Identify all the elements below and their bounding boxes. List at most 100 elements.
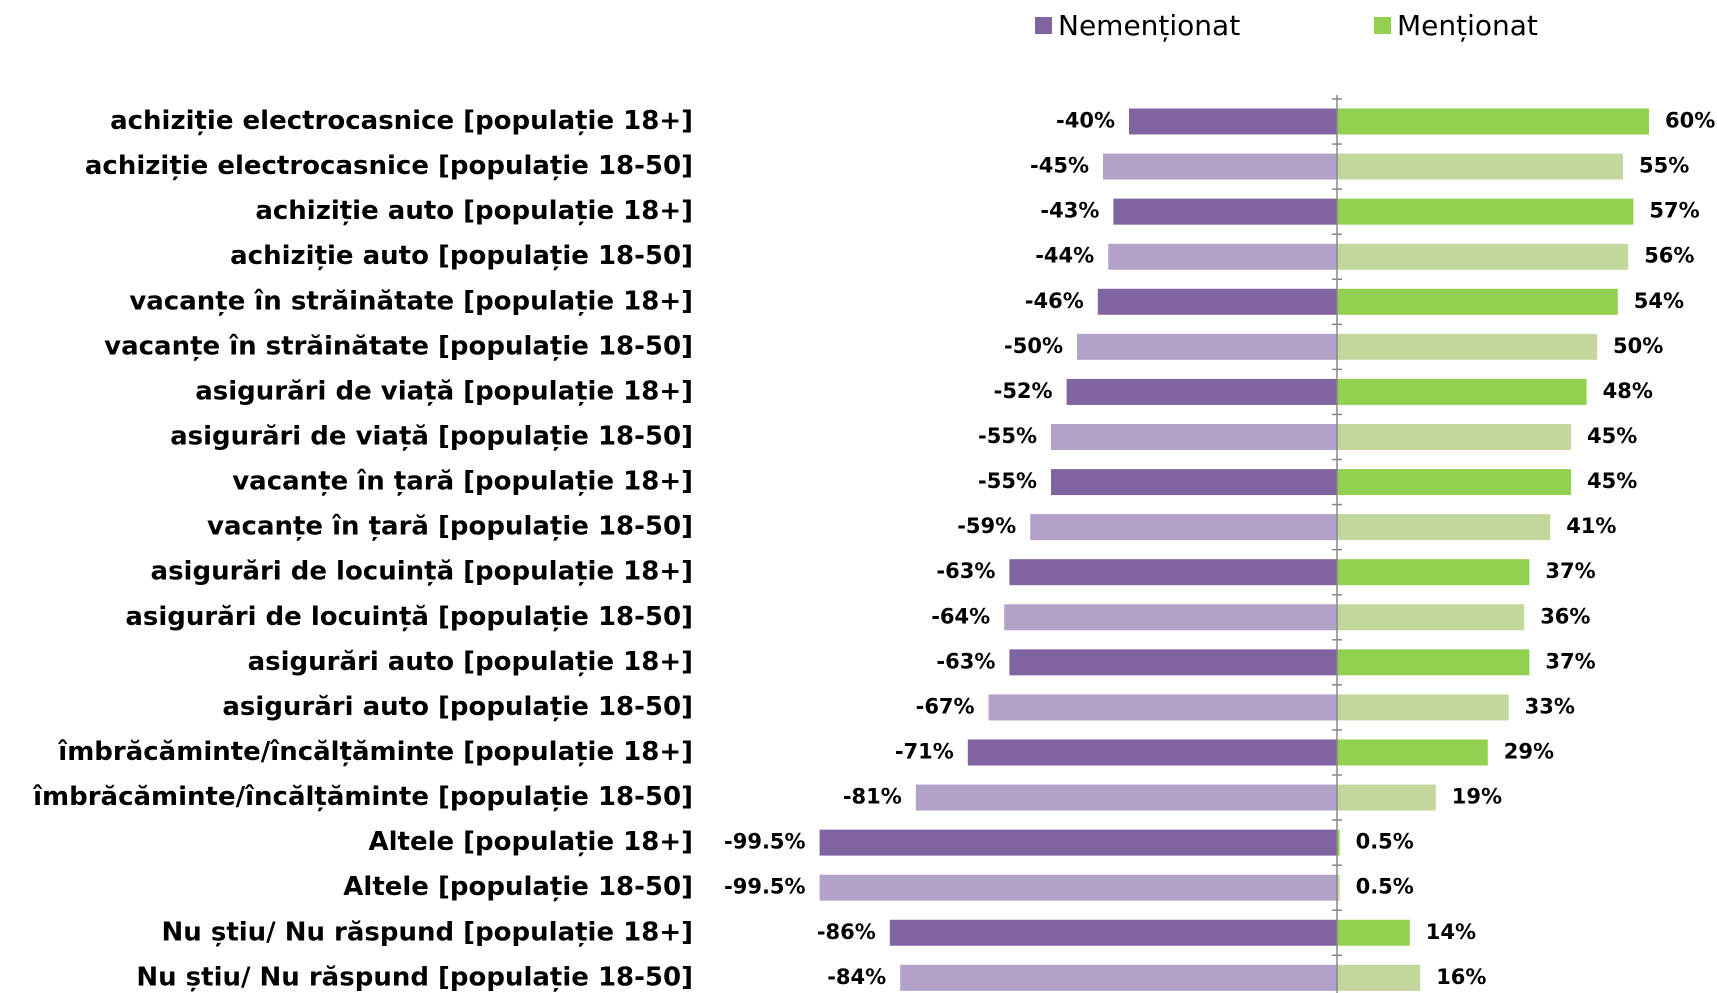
value-label: 29% bbox=[1504, 739, 1554, 763]
bar bbox=[1337, 919, 1410, 946]
value-label: -71% bbox=[895, 739, 954, 763]
category-label: vacanțe în țară [populație 18-50] bbox=[207, 512, 693, 542]
bar bbox=[1337, 649, 1530, 676]
bar bbox=[1337, 874, 1340, 901]
bar bbox=[1337, 423, 1571, 450]
category-label: Nu știu/ Nu răspund [populație 18+] bbox=[162, 917, 693, 947]
value-label: 0.5% bbox=[1356, 830, 1414, 854]
bar bbox=[1009, 649, 1337, 676]
category-label: asigurări de locuință [populație 18+] bbox=[151, 557, 693, 587]
category-label: asigurări de viață [populație 18-50] bbox=[170, 421, 693, 451]
category-label: asigurări de locuință [populație 18-50] bbox=[125, 602, 693, 632]
value-label: -99.5% bbox=[724, 875, 806, 899]
bar bbox=[1337, 198, 1634, 225]
value-label: -64% bbox=[931, 604, 990, 628]
bar bbox=[1108, 243, 1337, 270]
bar bbox=[889, 919, 1337, 946]
bar bbox=[1004, 604, 1337, 631]
bar bbox=[1097, 288, 1337, 315]
category-label: achiziție electrocasnice [populație 18+] bbox=[110, 106, 693, 136]
value-label: -45% bbox=[1030, 154, 1089, 178]
value-label: -59% bbox=[957, 514, 1016, 538]
bar bbox=[1051, 423, 1337, 450]
category-label: Altele [populație 18+] bbox=[368, 827, 693, 857]
value-label: -63% bbox=[936, 649, 995, 673]
value-label: -43% bbox=[1040, 199, 1099, 223]
value-label: 33% bbox=[1525, 694, 1575, 718]
bar bbox=[1337, 694, 1509, 721]
legend-swatch bbox=[1374, 17, 1391, 34]
value-label: 19% bbox=[1452, 785, 1502, 809]
value-label: 37% bbox=[1545, 649, 1595, 673]
bar bbox=[1337, 964, 1421, 991]
legend-label: Menționat bbox=[1397, 9, 1538, 42]
category-label: Nu știu/ Nu răspund [populație 18-50] bbox=[136, 962, 693, 992]
bar bbox=[1337, 469, 1571, 496]
value-label: 45% bbox=[1587, 469, 1637, 493]
category-label: vacanțe în străinătate [populație 18-50] bbox=[104, 331, 693, 361]
bar bbox=[1337, 378, 1587, 405]
bar bbox=[1077, 333, 1337, 360]
bar bbox=[1337, 784, 1436, 811]
value-label: 45% bbox=[1587, 424, 1637, 448]
value-label: 36% bbox=[1540, 604, 1590, 628]
bar bbox=[1337, 108, 1649, 135]
value-label: 56% bbox=[1644, 244, 1694, 268]
bar bbox=[1337, 243, 1629, 270]
value-label: 14% bbox=[1426, 920, 1476, 944]
bar bbox=[1337, 739, 1488, 766]
value-label: -40% bbox=[1056, 109, 1115, 133]
value-label: 54% bbox=[1634, 289, 1684, 313]
value-label: 0.5% bbox=[1356, 875, 1414, 899]
value-label: -86% bbox=[817, 920, 876, 944]
bar bbox=[1066, 378, 1337, 405]
bar bbox=[819, 829, 1337, 856]
bar bbox=[1337, 604, 1525, 631]
bar bbox=[1030, 514, 1337, 541]
value-label: -46% bbox=[1025, 289, 1084, 313]
value-label: -55% bbox=[978, 469, 1037, 493]
bar bbox=[915, 784, 1337, 811]
value-label: -67% bbox=[916, 694, 975, 718]
category-label: asigurări de viață [populație 18+] bbox=[195, 376, 693, 406]
value-label: -50% bbox=[1004, 334, 1063, 358]
category-label: Altele [populație 18-50] bbox=[343, 872, 693, 902]
value-label: -44% bbox=[1035, 244, 1094, 268]
category-label: îmbrăcăminte/încălțăminte [populație 18-… bbox=[32, 782, 693, 812]
value-label: -63% bbox=[936, 559, 995, 583]
legend-label: Nemenționat bbox=[1058, 9, 1240, 42]
category-label: achiziție electrocasnice [populație 18-5… bbox=[85, 151, 693, 181]
bar bbox=[967, 739, 1337, 766]
value-label: 60% bbox=[1665, 109, 1715, 133]
value-label: -81% bbox=[843, 785, 902, 809]
value-label: -52% bbox=[994, 379, 1053, 403]
value-label: -84% bbox=[827, 965, 886, 989]
bar bbox=[900, 964, 1337, 991]
value-label: 16% bbox=[1436, 965, 1486, 989]
bar bbox=[1129, 108, 1337, 135]
category-label: îmbrăcăminte/încălțăminte [populație 18+… bbox=[57, 737, 693, 767]
value-label: 57% bbox=[1649, 199, 1699, 223]
bar bbox=[1337, 559, 1530, 586]
bar bbox=[1337, 153, 1623, 180]
bar bbox=[1051, 469, 1337, 496]
bar bbox=[988, 694, 1337, 721]
bar bbox=[1337, 829, 1340, 856]
bar bbox=[1337, 514, 1551, 541]
value-label: 55% bbox=[1639, 154, 1689, 178]
bar bbox=[819, 874, 1337, 901]
value-label: 37% bbox=[1545, 559, 1595, 583]
value-label: 50% bbox=[1613, 334, 1663, 358]
bar bbox=[1337, 288, 1618, 315]
bar bbox=[1337, 333, 1597, 360]
value-label: 41% bbox=[1566, 514, 1616, 538]
value-label: -99.5% bbox=[724, 830, 806, 854]
category-label: asigurări auto [populație 18-50] bbox=[222, 692, 693, 722]
value-label: -55% bbox=[978, 424, 1037, 448]
category-label: vacanțe în străinătate [populație 18+] bbox=[129, 286, 693, 316]
bar bbox=[1113, 198, 1337, 225]
bar bbox=[1009, 559, 1337, 586]
bar bbox=[1103, 153, 1337, 180]
category-label: asigurări auto [populație 18+] bbox=[248, 647, 693, 677]
